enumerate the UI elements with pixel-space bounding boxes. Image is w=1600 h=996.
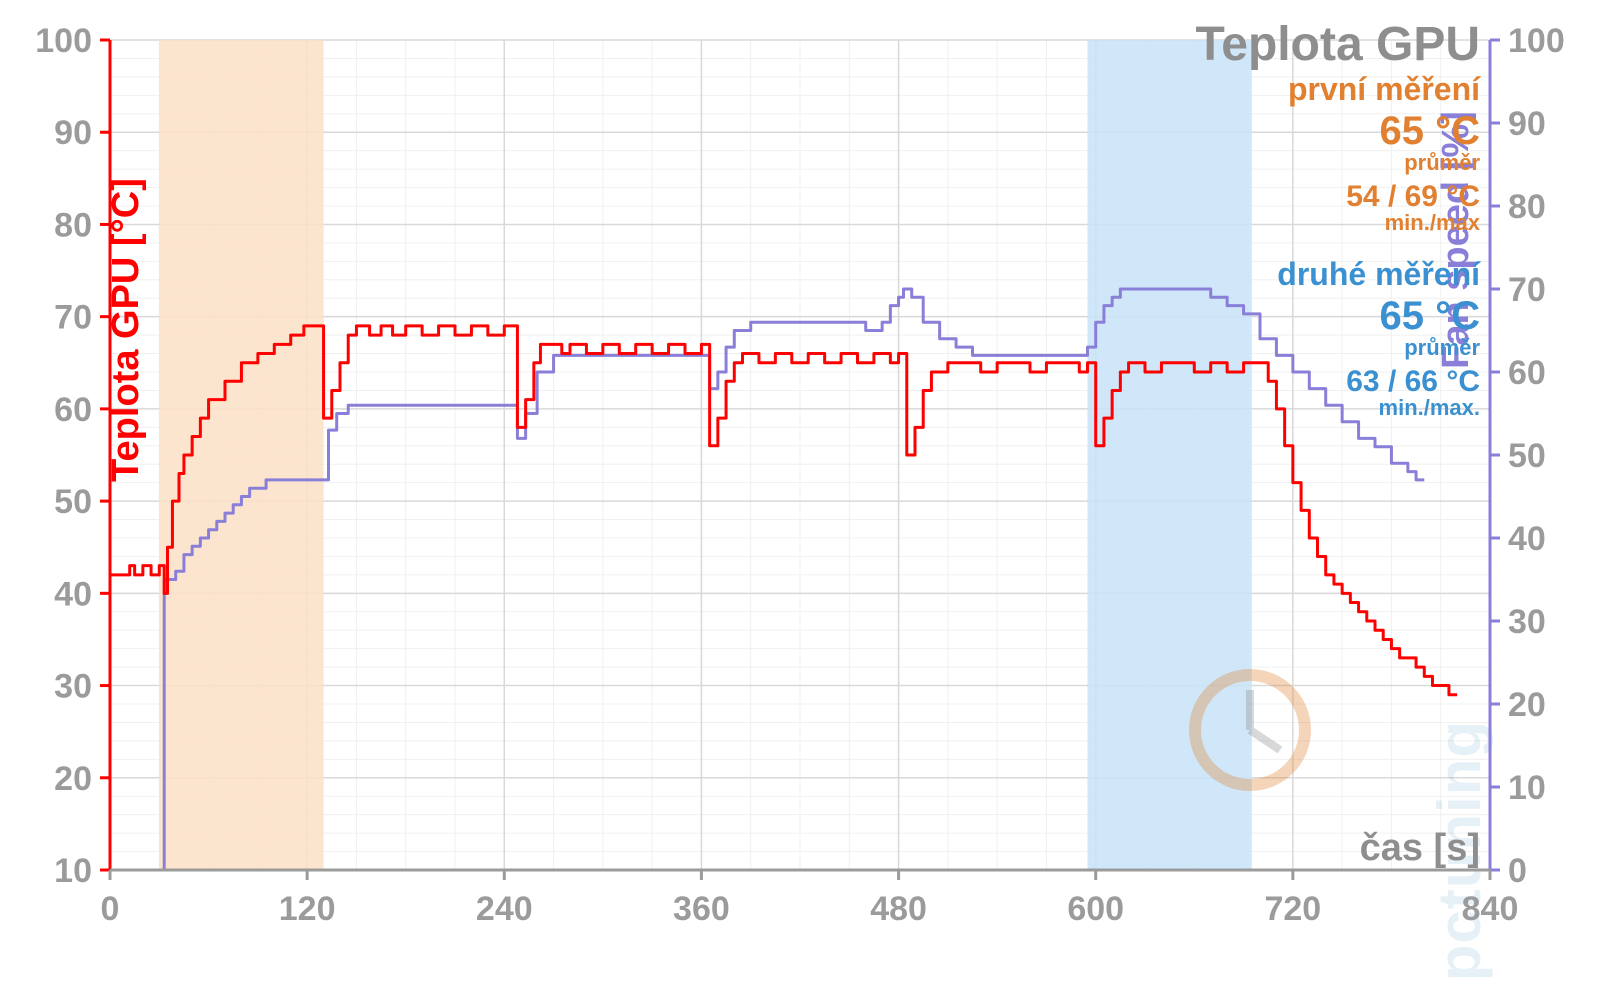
- xtick: 720: [1264, 890, 1321, 928]
- ytick-left: 40: [54, 575, 92, 613]
- legend2-rangelabel: min./max.: [1379, 395, 1480, 420]
- ytick-right: 50: [1508, 437, 1546, 475]
- legend1-avg: průměr: [1404, 150, 1480, 175]
- legend1-value: 65 °C: [1380, 109, 1481, 153]
- ytick-left: 70: [54, 299, 92, 337]
- xtick: 240: [476, 890, 533, 928]
- legend2-avg: průměr: [1404, 335, 1480, 360]
- ytick-left: 20: [54, 760, 92, 798]
- legend1-rangelabel: min./max: [1385, 210, 1481, 235]
- ytick-right: 10: [1508, 769, 1546, 807]
- xtick: 600: [1067, 890, 1124, 928]
- xtick: 120: [279, 890, 336, 928]
- xtick: 0: [101, 890, 120, 928]
- ytick-right: 70: [1508, 271, 1546, 309]
- legend2-range: 63 / 66 °C: [1346, 365, 1480, 398]
- ytick-right: 30: [1508, 603, 1546, 641]
- ytick-left: 30: [54, 668, 92, 706]
- x-axis-title: čas [s]: [1360, 827, 1480, 869]
- gpu-temp-chart: pctuning10203040506070809010001020304050…: [0, 0, 1600, 996]
- highlight-band: [1088, 40, 1252, 870]
- xtick: 360: [673, 890, 730, 928]
- y-axis-left-title: Teplota GPU [°C]: [105, 178, 147, 482]
- ytick-right: 0: [1508, 852, 1527, 890]
- ytick-left: 10: [54, 852, 92, 890]
- ytick-left: 100: [35, 22, 92, 60]
- xtick: 840: [1462, 890, 1519, 928]
- ytick-right: 60: [1508, 354, 1546, 392]
- ytick-left: 80: [54, 206, 92, 244]
- ytick-right: 80: [1508, 188, 1546, 226]
- chart-svg: pctuning10203040506070809010001020304050…: [0, 0, 1600, 996]
- ytick-left: 90: [54, 114, 92, 152]
- legend1-title: první měření: [1288, 71, 1481, 107]
- ytick-right: 90: [1508, 105, 1546, 143]
- xtick: 480: [870, 890, 927, 928]
- ytick-left: 60: [54, 391, 92, 429]
- legend2-value: 65 °C: [1380, 294, 1481, 338]
- legend1-range: 54 / 69 °C: [1346, 180, 1480, 213]
- ytick-left: 50: [54, 483, 92, 521]
- ytick-right: 20: [1508, 686, 1546, 724]
- ytick-right: 40: [1508, 520, 1546, 558]
- chart-title: Teplota GPU: [1196, 18, 1480, 71]
- legend2-title: druhé měření: [1277, 256, 1481, 292]
- ytick-right: 100: [1508, 22, 1565, 60]
